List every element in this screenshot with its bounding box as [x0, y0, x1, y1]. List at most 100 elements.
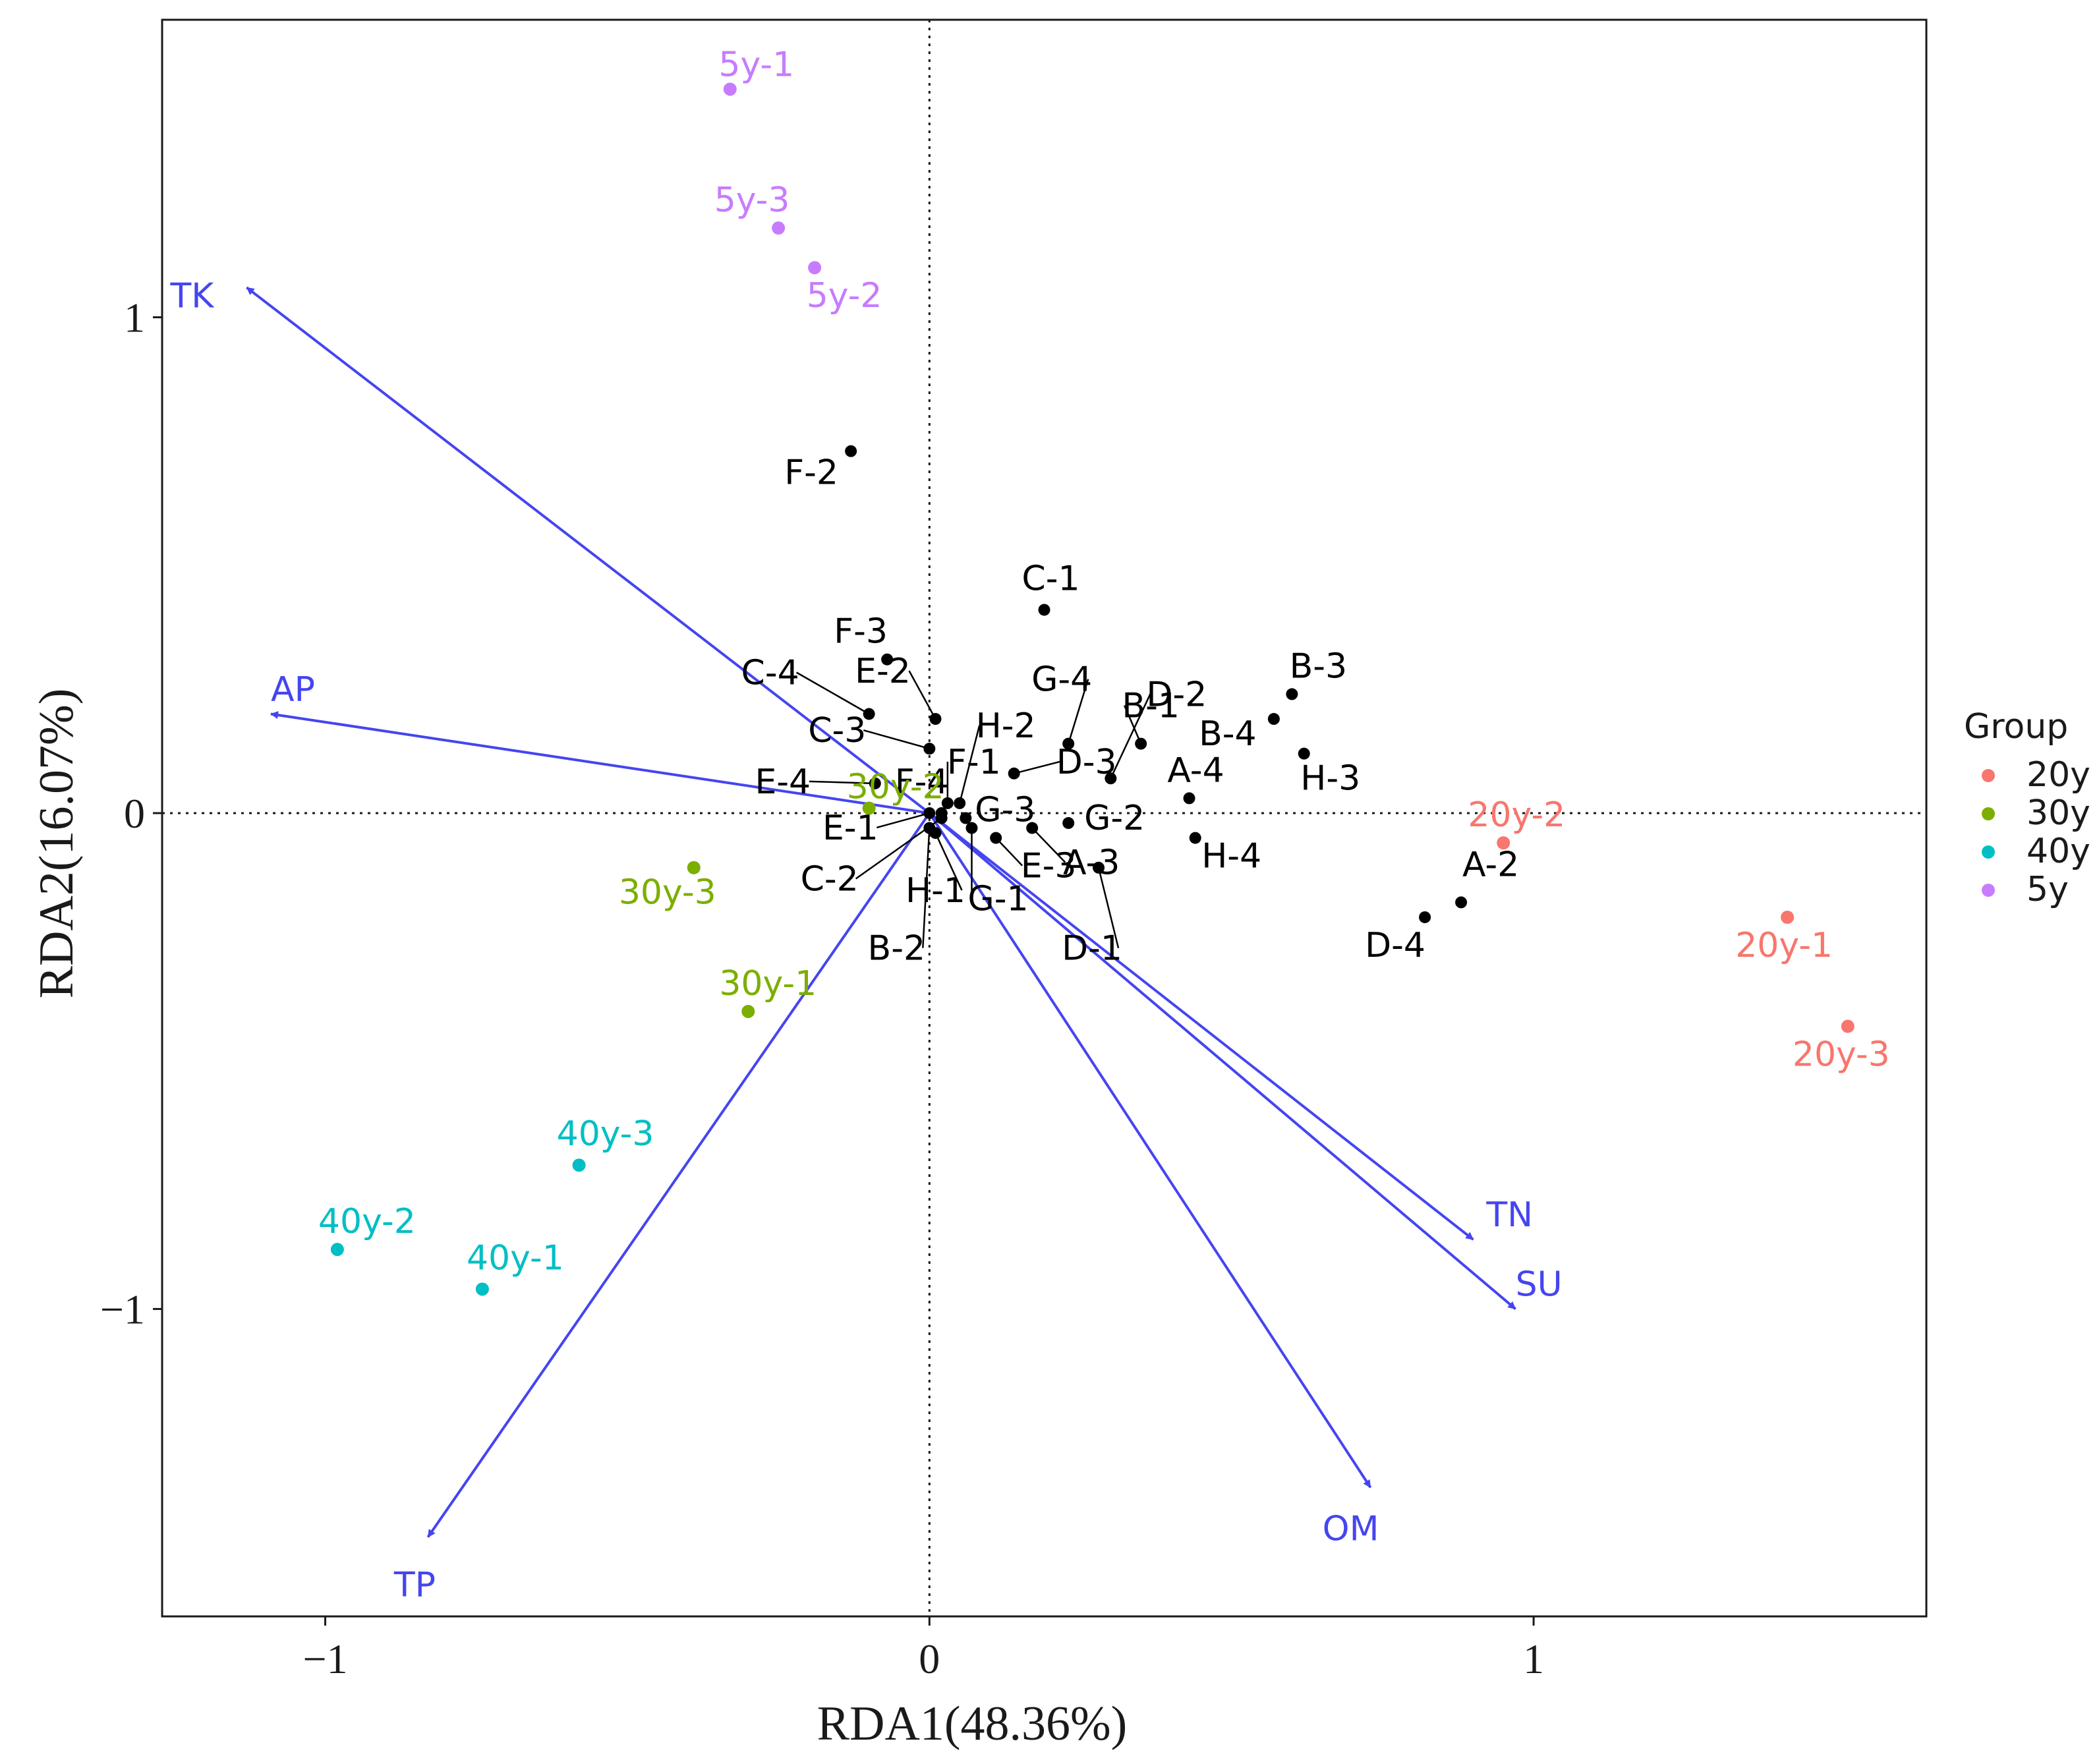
leader-line-c-4: [796, 671, 870, 715]
species-label-a-2: A-2: [1462, 845, 1519, 884]
plot-frame: [161, 18, 1928, 1618]
species-point-c-4: [863, 708, 875, 720]
site-points: [330, 82, 1855, 1296]
site-point-5y-1: [723, 82, 737, 96]
species-label-b-1: B-1: [1122, 687, 1180, 726]
species-point-g-4: [1062, 737, 1075, 750]
species-label-c-3: C-3: [808, 711, 866, 751]
species-point-a-2: [1455, 896, 1468, 909]
species-label-e-3: E-3: [1021, 847, 1077, 886]
leader-line-h-2: [958, 725, 981, 804]
arrow-label-tn: TN: [1485, 1195, 1533, 1235]
species-label-h-2: H-2: [976, 706, 1036, 746]
arrow-tp: [426, 812, 931, 1538]
site-label-40y-2: 40y-2: [318, 1202, 416, 1241]
legend-key-20y: [1982, 769, 1995, 782]
arrow-label-tp: TP: [393, 1566, 436, 1605]
species-point-f-1: [941, 797, 954, 809]
legend-title: Group: [1964, 707, 2068, 747]
legend-label-30y: 30y: [2027, 793, 2090, 833]
leader-line-e-3: [995, 837, 1023, 867]
legend-label-40y: 40y: [2027, 832, 2090, 871]
species-label-h-1: H-1: [906, 871, 965, 911]
x-tick-label: 0: [919, 1636, 940, 1682]
x-tick-label: 1: [1523, 1636, 1544, 1682]
y-axis-ticks: −1 0 1: [100, 294, 162, 1332]
species-label-e-4: E-4: [755, 762, 811, 802]
y-axis-title: RDA2(16.07%): [30, 689, 84, 999]
legend-label-5y: 5y: [2027, 870, 2069, 909]
species-point-d-1: [1093, 861, 1105, 874]
leader-line-e-1: [876, 812, 930, 829]
site-point-5y-3: [772, 221, 786, 235]
site-label-40y-1: 40y-1: [467, 1238, 564, 1278]
arrow-tn: [929, 812, 1474, 1241]
species-label-d-3: D-3: [1056, 743, 1117, 782]
species-point-b-4: [1267, 713, 1280, 726]
species-point-b-2: [923, 822, 936, 834]
site-label-20y-1: 20y-1: [1735, 926, 1833, 965]
leader-line-e-2: [908, 670, 936, 720]
species-point-g-2: [1062, 817, 1075, 830]
species-label-h-3: H-3: [1300, 759, 1360, 799]
species-label-f-2: F-2: [784, 453, 838, 493]
species-label-b-3: B-3: [1290, 646, 1348, 686]
species-label-d-4: D-4: [1365, 926, 1425, 965]
arrow-label-om: OM: [1323, 1509, 1379, 1549]
y-tick-label: 0: [124, 790, 145, 837]
species-point-c-1: [1038, 604, 1050, 616]
species-label-c-2: C-2: [801, 860, 859, 899]
species-label-b-4: B-4: [1199, 714, 1257, 754]
leader-line-b-1: [1124, 705, 1142, 745]
arrow-om: [928, 812, 1372, 1489]
legend-key-30y: [1982, 807, 1995, 820]
species-label-f-3: F-3: [834, 612, 888, 652]
species-point-d-2: [1105, 772, 1117, 785]
leader-line-e-4: [809, 780, 875, 785]
leader-line-c-3: [863, 729, 930, 750]
species-label-h-4: H-4: [1201, 837, 1261, 876]
species-point-d-4: [1419, 911, 1431, 923]
species-point-b-1: [1135, 737, 1147, 750]
site-point-20y-2: [1497, 836, 1510, 850]
site-label-20y-3: 20y-3: [1793, 1035, 1890, 1075]
y-tick-label: 1: [124, 294, 145, 341]
leader-line-b-2: [922, 828, 931, 948]
site-point-30y-2: [862, 801, 876, 815]
site-point-40y-1: [475, 1282, 489, 1296]
arrow-label-su: SU: [1516, 1265, 1563, 1304]
species-label-f-1: F-1: [947, 743, 1001, 782]
species-point-d-3: [1008, 767, 1020, 780]
species-label-b-2: B-2: [868, 929, 926, 969]
species-point-f-2: [845, 445, 857, 457]
species-point-e-1: [923, 807, 936, 819]
species-point-c-3: [923, 743, 936, 755]
arrow-su: [929, 812, 1516, 1310]
site-point-20y-3: [1841, 1019, 1855, 1033]
x-axis-title: RDA1(48.36%): [817, 1697, 1128, 1751]
species-point-g-3: [960, 812, 972, 824]
species-label-d-2: D-2: [1146, 675, 1207, 714]
species-point-e-3: [990, 832, 1002, 844]
species-label-d-1: D-1: [1062, 929, 1122, 969]
site-label-30y-3: 30y-3: [619, 873, 716, 913]
species-label-a-3: A-3: [1063, 843, 1120, 883]
species-point-a-4: [1183, 792, 1195, 805]
species-label-e-1: E-1: [822, 809, 878, 848]
site-label-40y-3: 40y-3: [557, 1114, 654, 1154]
leader-line-d-2: [1110, 693, 1151, 779]
arrow-ap: [270, 711, 930, 814]
species-label-g-3: G-3: [975, 791, 1035, 830]
legend-label-20y: 20y: [2027, 755, 2090, 795]
leader-line-h-1: [934, 832, 963, 891]
species-point-h-2: [954, 797, 966, 809]
species-label-a-4: A-4: [1167, 751, 1224, 790]
species-point-e-2: [929, 713, 942, 726]
species-label-g-1: G-1: [967, 880, 1028, 919]
site-label-5y-2: 5y-2: [807, 276, 882, 316]
species-point-c-2: [935, 812, 948, 824]
species-label-f-4: F-4: [895, 762, 949, 802]
y-tick-label: −1: [100, 1286, 145, 1332]
